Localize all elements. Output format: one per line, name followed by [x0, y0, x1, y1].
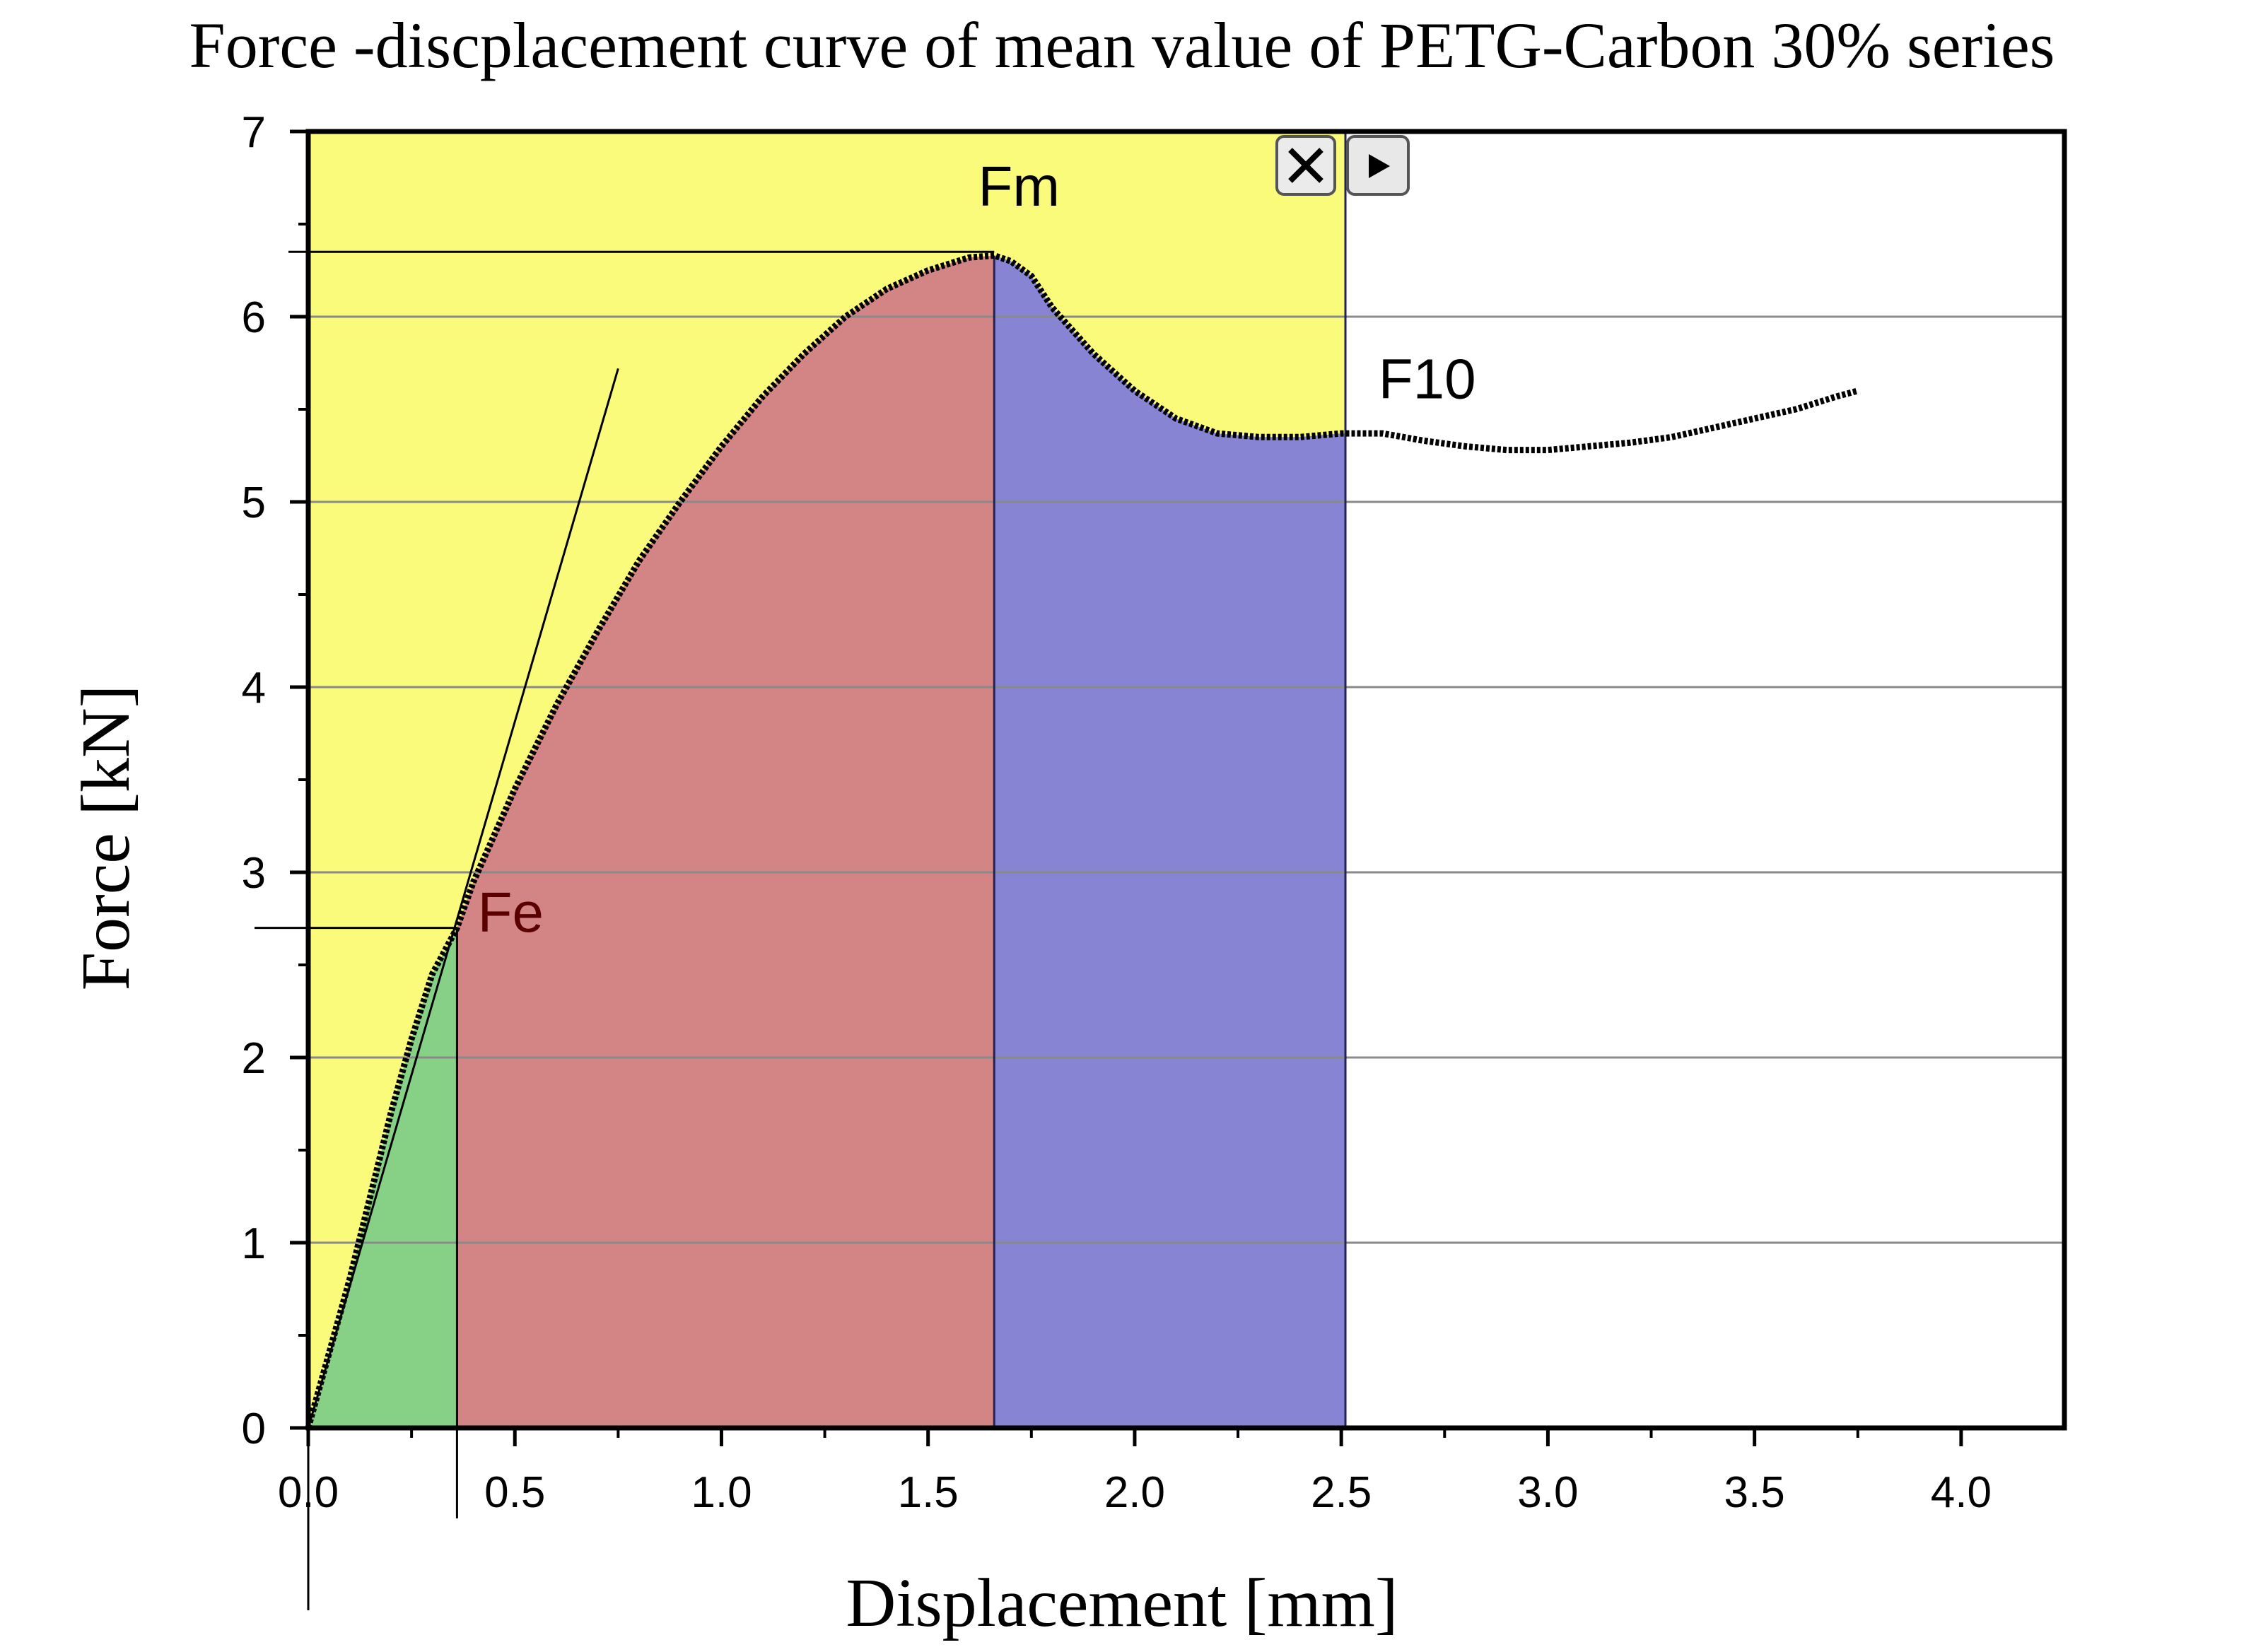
- region-post-max: [994, 255, 1346, 1428]
- y-tick-label: 5: [242, 479, 266, 527]
- annotation-fe: Fe: [478, 881, 544, 944]
- y-axis-title: Force [kN]: [68, 685, 144, 991]
- y-tick-label: 1: [242, 1219, 266, 1268]
- y-tick-label: 0: [242, 1405, 266, 1453]
- play-icon: [1369, 154, 1390, 178]
- chart-title: Force -discplacement curve of mean value…: [189, 9, 2055, 81]
- annotation-fm: Fm: [978, 155, 1060, 218]
- x-tick-label: 3.0: [1517, 1468, 1578, 1517]
- y-tick-label: 2: [242, 1034, 266, 1083]
- x-tick-label: 4.0: [1931, 1468, 1992, 1517]
- tangent-line: [307, 368, 619, 1429]
- play-button[interactable]: [1346, 135, 1410, 196]
- x-tick-label: 2.5: [1311, 1468, 1372, 1517]
- x-tick-label: 1.5: [898, 1468, 959, 1517]
- annotation-f10: F10: [1379, 347, 1476, 410]
- close-icon: [1288, 148, 1323, 183]
- x-tick-label: 3.5: [1724, 1468, 1785, 1517]
- y-tick-label: 7: [242, 108, 266, 157]
- close-button[interactable]: [1275, 135, 1336, 196]
- legend-toolbar: [1275, 135, 1410, 196]
- x-axis-title: Displacement [mm]: [846, 1565, 1398, 1641]
- x-tick-label: 2.0: [1104, 1468, 1165, 1517]
- y-tick-label: 3: [242, 849, 266, 898]
- y-tick-label: 6: [242, 293, 266, 342]
- y-tick-label: 4: [242, 664, 266, 713]
- x-tick-label: 1.0: [691, 1468, 752, 1517]
- region-to-max: [457, 255, 995, 1428]
- x-tick-label: 0.5: [484, 1468, 545, 1517]
- series-line: [305, 252, 1859, 1429]
